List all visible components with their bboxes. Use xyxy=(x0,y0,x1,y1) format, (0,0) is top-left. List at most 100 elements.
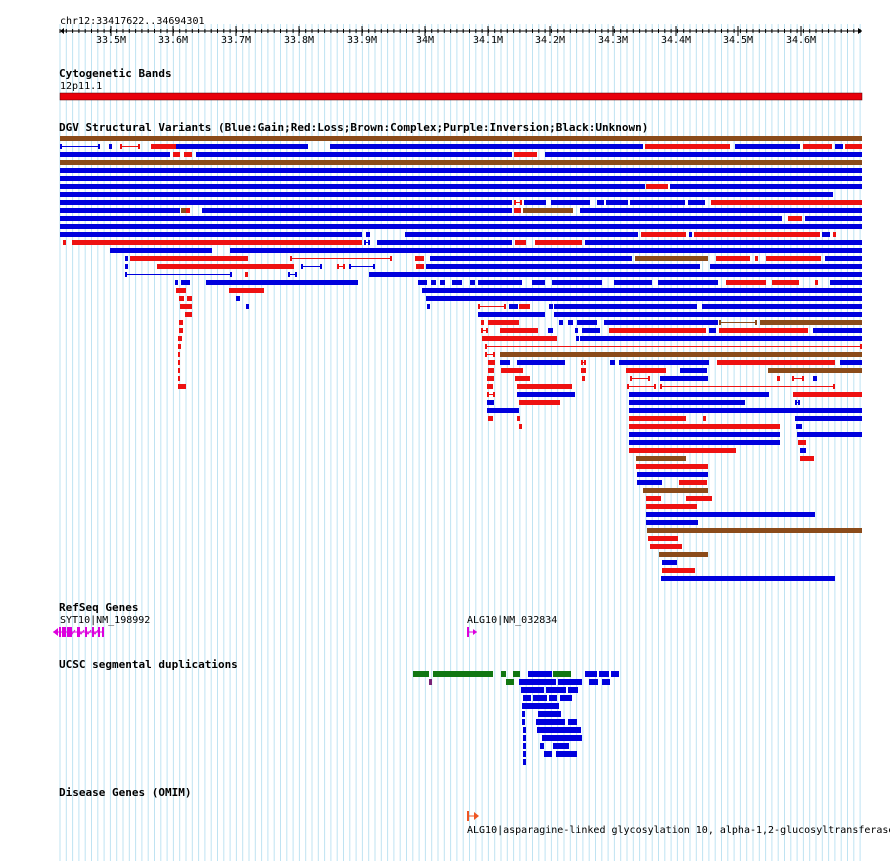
refseq-gene-label-syt10[interactable]: SYT10|NM_198992 xyxy=(60,615,151,626)
syt10-intron-chevron xyxy=(84,629,92,635)
dgv-variant xyxy=(568,320,573,325)
dgv-variant xyxy=(606,200,628,205)
dgv-variant xyxy=(515,240,526,245)
segdup-block xyxy=(429,679,432,685)
dgv-variant xyxy=(609,328,706,333)
refseq-gene-track[interactable] xyxy=(53,627,477,637)
dgv-variant xyxy=(604,320,718,325)
dgv-variant xyxy=(481,320,484,325)
dgv-variant xyxy=(710,264,862,269)
dgv-variant xyxy=(415,256,424,261)
omim-gene-label[interactable]: ALG10|asparagine-linked glycosylation 10… xyxy=(467,825,890,836)
segdup-block xyxy=(611,671,619,677)
dgv-variant xyxy=(515,376,530,381)
dgv-variant xyxy=(660,376,708,381)
dgv-variant xyxy=(648,536,678,541)
segdup-block xyxy=(549,695,557,701)
dgv-variant xyxy=(643,488,708,493)
dgv-variant xyxy=(535,240,582,245)
dgv-variant xyxy=(709,328,716,333)
dgv-variant-cap xyxy=(343,264,345,269)
dgv-variant xyxy=(517,360,565,365)
dgv-variant xyxy=(629,392,769,397)
dgv-variant xyxy=(585,240,862,245)
dgv-variant xyxy=(629,416,686,421)
dgv-variant xyxy=(60,208,180,213)
dgv-variant xyxy=(580,336,862,341)
dgv-variant xyxy=(582,328,600,333)
dgv-variant xyxy=(514,152,537,157)
dgv-variant xyxy=(470,280,475,285)
dgv-variant xyxy=(703,416,706,421)
dgv-variant xyxy=(488,320,519,325)
dgv-variant-cap xyxy=(514,200,516,205)
dgv-variant xyxy=(766,256,821,261)
dgv-variant xyxy=(548,328,553,333)
dgv-variant xyxy=(523,208,573,213)
dgv-variant xyxy=(245,272,248,277)
dgv-variant xyxy=(768,368,862,373)
dgv-variant xyxy=(813,328,862,333)
dgv-variant-cap xyxy=(795,400,797,405)
cytoband-track-title: Cytogenetic Bands xyxy=(59,67,172,80)
segdup-block xyxy=(544,751,552,757)
dgv-variant xyxy=(735,144,800,149)
dgv-variant xyxy=(60,192,833,197)
dgv-variant xyxy=(430,256,632,261)
dgv-variant xyxy=(552,280,602,285)
dgv-variant xyxy=(636,464,708,469)
dgv-variant xyxy=(60,232,362,237)
dgv-variant xyxy=(377,240,512,245)
dgv-variant-cap xyxy=(833,384,835,389)
segmental-duplication-track[interactable] xyxy=(413,671,619,765)
dgv-variant-cap xyxy=(581,360,583,365)
dgv-variant xyxy=(636,456,686,461)
dgv-variant-cap xyxy=(860,344,862,349)
dgv-variant xyxy=(125,256,128,261)
dgv-variant-cap xyxy=(349,264,351,269)
dgv-variant xyxy=(629,440,780,445)
omim-gene-track[interactable] xyxy=(467,811,479,821)
dgv-variant xyxy=(185,312,192,317)
dgv-variant xyxy=(813,376,817,381)
ruler-tick-label: 34.1M xyxy=(472,35,504,46)
dgv-variant xyxy=(178,360,180,365)
dgv-variant xyxy=(517,384,572,389)
ruler-tick-label: 34.5M xyxy=(722,35,754,46)
dgv-variant-track[interactable] xyxy=(60,136,862,581)
dgv-variant-cap xyxy=(295,272,297,277)
segdup-block xyxy=(506,679,514,685)
ruler-tick-label: 33.8M xyxy=(283,35,315,46)
cytoband-track[interactable] xyxy=(59,92,863,101)
dgv-variant xyxy=(517,392,575,397)
segdup-track-title: UCSC segmental duplications xyxy=(59,658,238,671)
dgv-variant xyxy=(60,216,782,221)
segdup-block xyxy=(413,671,429,677)
dgv-variant-cap xyxy=(486,328,488,333)
segdup-block xyxy=(523,743,526,749)
dgv-variant xyxy=(452,280,462,285)
dgv-variant-cap xyxy=(125,272,127,277)
dgv-variant-cap xyxy=(719,320,721,325)
dgv-variant xyxy=(689,232,692,237)
dgv-track-title: DGV Structural Variants (Blue:Gain;Red:L… xyxy=(59,121,649,134)
dgv-variant xyxy=(60,176,862,181)
dgv-variant xyxy=(788,216,802,221)
syt10-strand-arrow xyxy=(53,628,58,636)
segdup-block xyxy=(513,671,520,677)
dgv-variant xyxy=(501,368,523,373)
dgv-variant-cap xyxy=(368,240,370,245)
dgv-variant xyxy=(688,200,705,205)
segdup-block xyxy=(528,671,552,677)
segdup-block xyxy=(540,743,544,749)
dgv-variant xyxy=(577,320,597,325)
dgv-variant xyxy=(416,264,424,269)
dgv-variant xyxy=(798,440,806,445)
segdup-block xyxy=(522,719,525,725)
dgv-variant-cap xyxy=(520,200,522,205)
dgv-variant xyxy=(694,232,820,237)
refseq-gene-label-alg10[interactable]: ALG10|NM_032834 xyxy=(467,615,558,626)
segdup-block xyxy=(537,727,581,733)
dgv-variant xyxy=(646,520,698,525)
dgv-variant xyxy=(711,200,862,205)
